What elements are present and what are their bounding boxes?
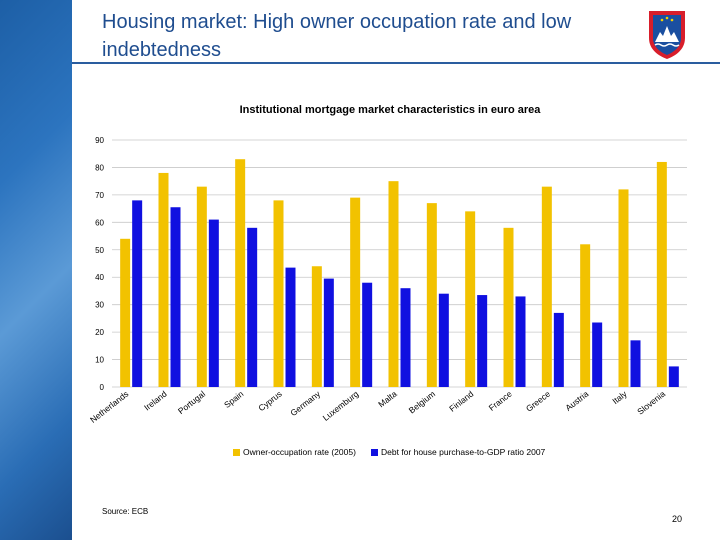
grid-lines [112, 139, 687, 388]
y-tick-label: 50 [95, 246, 104, 255]
bar-debt-to-gdp [208, 219, 219, 387]
bar-debt-to-gdp [285, 267, 296, 387]
slide-title: Housing market: High owner occupation ra… [102, 11, 572, 61]
bar-debt-to-gdp [592, 322, 603, 387]
bar-owner-occupation [196, 186, 207, 387]
bar-debt-to-gdp [132, 200, 143, 387]
bar-owner-occupation [158, 172, 169, 387]
x-tick-label: Malta [376, 389, 399, 410]
y-tick-label: 70 [95, 191, 104, 200]
bar-debt-to-gdp [630, 340, 641, 387]
bar-debt-to-gdp [362, 282, 373, 387]
bar-debt-to-gdp [668, 366, 679, 387]
x-tick-label: Austria [563, 389, 590, 413]
slovenia-coat-of-arms-icon [649, 11, 685, 59]
x-tick-label: Luxemburg [321, 389, 361, 423]
bar-owner-occupation [503, 227, 514, 387]
y-tick-label: 80 [95, 163, 104, 172]
y-tick-label: 30 [95, 301, 104, 310]
legend-label: Owner-occupation rate (2005) [243, 447, 356, 457]
x-tick-label: Ireland [142, 389, 169, 413]
bar-debt-to-gdp [170, 207, 181, 387]
chart-title: Institutional mortgage market characteri… [240, 104, 542, 116]
y-tick-label: 60 [95, 218, 104, 227]
x-tick-label: Netherlands [88, 389, 130, 425]
bar-owner-occupation [465, 211, 476, 387]
bar-debt-to-gdp [323, 278, 334, 387]
x-tick-label: France [487, 389, 514, 413]
bar-owner-occupation [656, 161, 667, 387]
title-divider [72, 62, 720, 64]
y-tick-label: 90 [95, 136, 104, 145]
bar-debt-to-gdp [438, 293, 449, 387]
x-tick-label: Germany [288, 388, 322, 418]
y-tick-label: 20 [95, 328, 104, 337]
bar-owner-occupation [426, 203, 437, 387]
y-axis: 0 10 20 30 40 50 60 70 80 90 [95, 136, 104, 392]
y-tick-label: 10 [95, 356, 104, 365]
bar-owner-occupation [273, 200, 284, 387]
bar-owner-occupation [120, 238, 131, 387]
legend-label: Debt for house purchase-to-GDP ratio 200… [381, 447, 546, 457]
x-axis: Netherlands Ireland Portugal Spain Cyprus Ger… [88, 388, 667, 425]
x-tick-label: Belgium [407, 389, 437, 416]
x-tick-label: Cyprus [256, 389, 283, 413]
bar-owner-occupation [580, 244, 591, 387]
bar-debt-to-gdp [247, 227, 258, 387]
bar-owner-occupation [388, 181, 399, 387]
y-tick-label: 0 [100, 383, 105, 392]
bar-debt-to-gdp [515, 296, 526, 387]
bar-debt-to-gdp [400, 288, 411, 387]
bars [120, 159, 679, 387]
bar-owner-occupation [311, 266, 322, 387]
bar-owner-occupation [618, 189, 629, 387]
page-number: 20 [672, 514, 683, 524]
bar-debt-to-gdp [553, 312, 564, 387]
x-tick-label: Slovenia [635, 389, 667, 417]
x-tick-label: Italy [610, 388, 629, 406]
legend: Owner-occupation rate (2005) Debt for hou… [233, 447, 546, 457]
source-note: Source: ECB [102, 507, 149, 516]
bar-debt-to-gdp [477, 295, 488, 387]
legend-swatch [233, 449, 240, 456]
x-tick-label: Greece [524, 389, 552, 414]
bar-owner-occupation [235, 159, 246, 387]
y-tick-label: 40 [95, 273, 104, 282]
decorative-side-band [0, 0, 72, 540]
bar-owner-occupation [541, 186, 552, 387]
legend-swatch [371, 449, 378, 456]
x-tick-label: Portugal [176, 389, 207, 416]
mortgage-market-chart: Institutional mortgage market characteri… [88, 104, 687, 457]
x-tick-label: Spain [222, 389, 246, 410]
x-tick-label: Finland [447, 389, 475, 414]
bar-owner-occupation [350, 197, 361, 387]
